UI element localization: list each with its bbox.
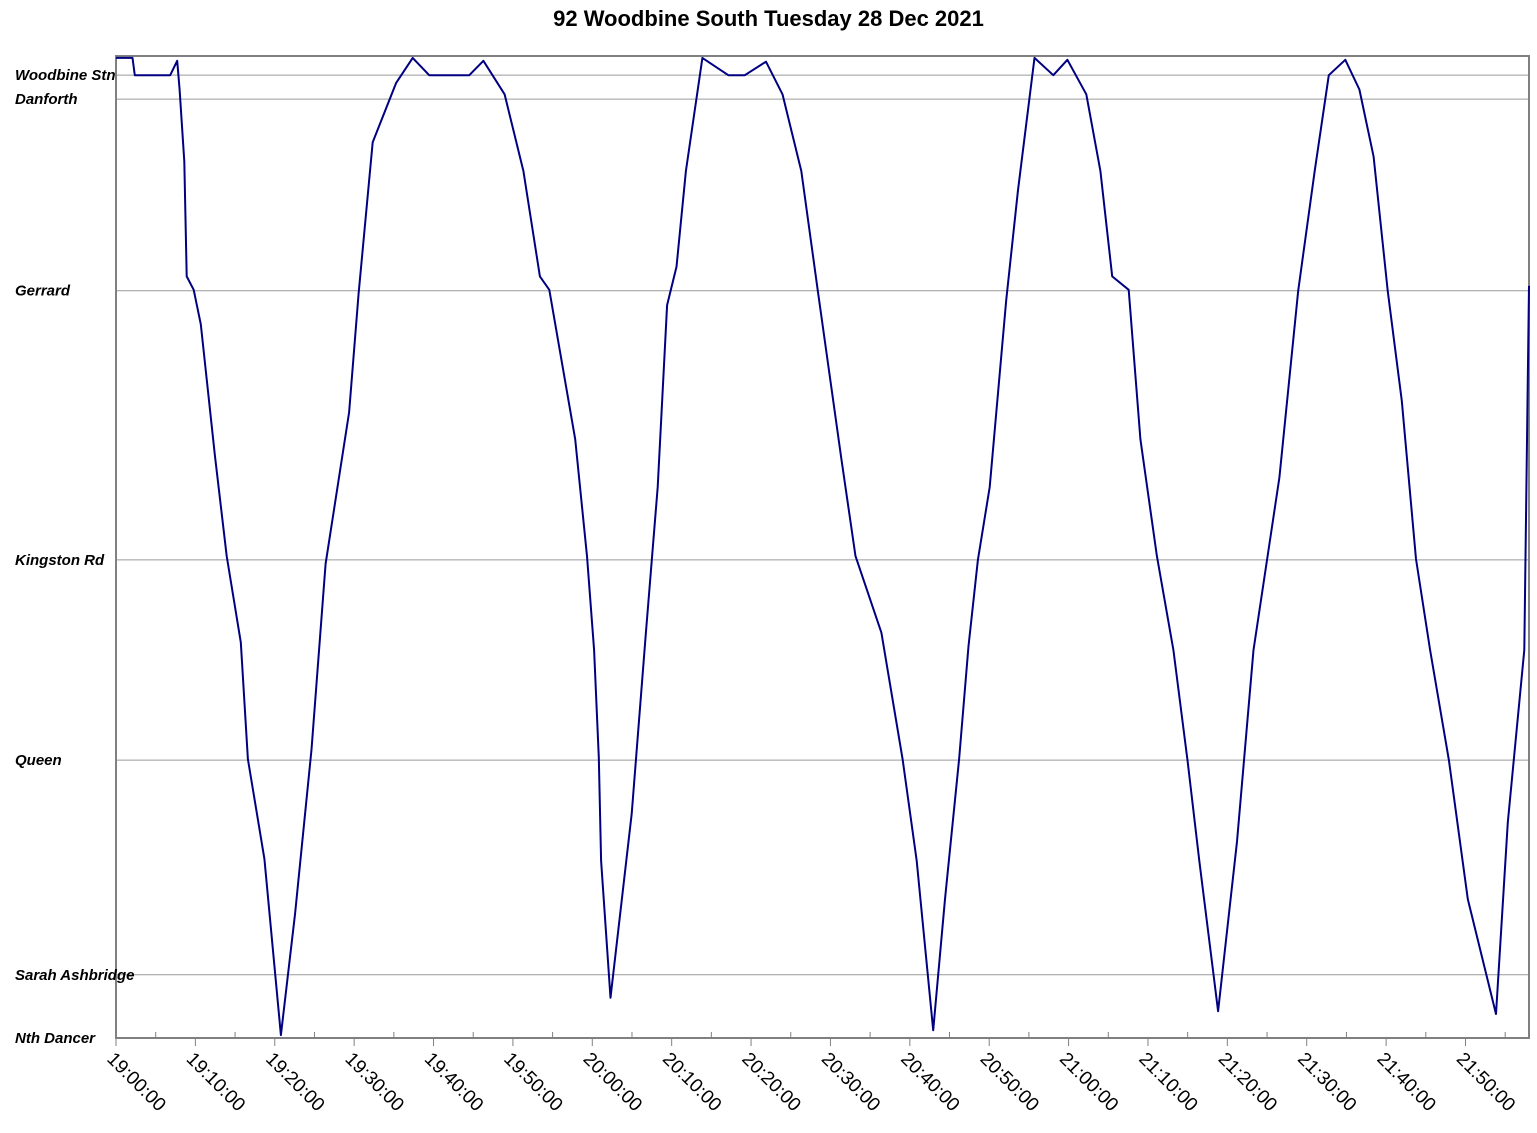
time-tick-label: 20:40:00 [896,1049,963,1116]
time-tick-label: 20:10:00 [658,1049,725,1116]
stop-label: Kingston Rd [15,552,105,569]
stop-label: Sarah Ashbridge [15,967,134,984]
chart-title: 92 Woodbine South Tuesday 28 Dec 2021 [553,6,984,31]
grid-layer [116,74,1529,1039]
time-tick-label: 19:00:00 [102,1049,169,1116]
vehicle-trace-line [116,56,1530,1037]
stop-label: Woodbine Stn [15,67,116,84]
stop-labels: Woodbine Stn Danforth Gerrard Kingston Rd Qu… [15,67,134,1047]
time-tick-label: 19:20:00 [261,1049,328,1116]
time-tick-label: 19:30:00 [341,1049,408,1116]
stop-label: Danforth [15,91,78,108]
time-tick-label: 21:30:00 [1293,1049,1360,1116]
time-tick-label: 21:50:00 [1452,1049,1519,1116]
time-axis-labels: 19:00:00 19:10:00 19:20:00 19:30:00 19:40:00… [102,1049,1519,1116]
time-tick-label: 21:10:00 [1134,1049,1201,1116]
plot-area-border [115,55,1530,1039]
time-tick-label: 21:00:00 [1055,1049,1122,1116]
series-layer [116,56,1530,1037]
time-tick-label: 19:10:00 [182,1049,249,1116]
time-tick-label: 19:40:00 [420,1049,487,1116]
time-tick-label: 20:20:00 [738,1049,805,1116]
stop-label: Queen [15,752,62,769]
time-tick-label: 20:50:00 [976,1049,1043,1116]
stop-label: Nth Dancer [15,1030,96,1047]
time-tick-label: 21:20:00 [1214,1049,1281,1116]
x-axis-ticks [115,1032,1506,1046]
stop-label: Gerrard [15,283,71,300]
time-tick-label: 20:30:00 [817,1049,884,1116]
time-tick-label: 19:50:00 [499,1049,566,1116]
time-tick-label: 20:00:00 [579,1049,646,1116]
time-tick-label: 21:40:00 [1373,1049,1440,1116]
